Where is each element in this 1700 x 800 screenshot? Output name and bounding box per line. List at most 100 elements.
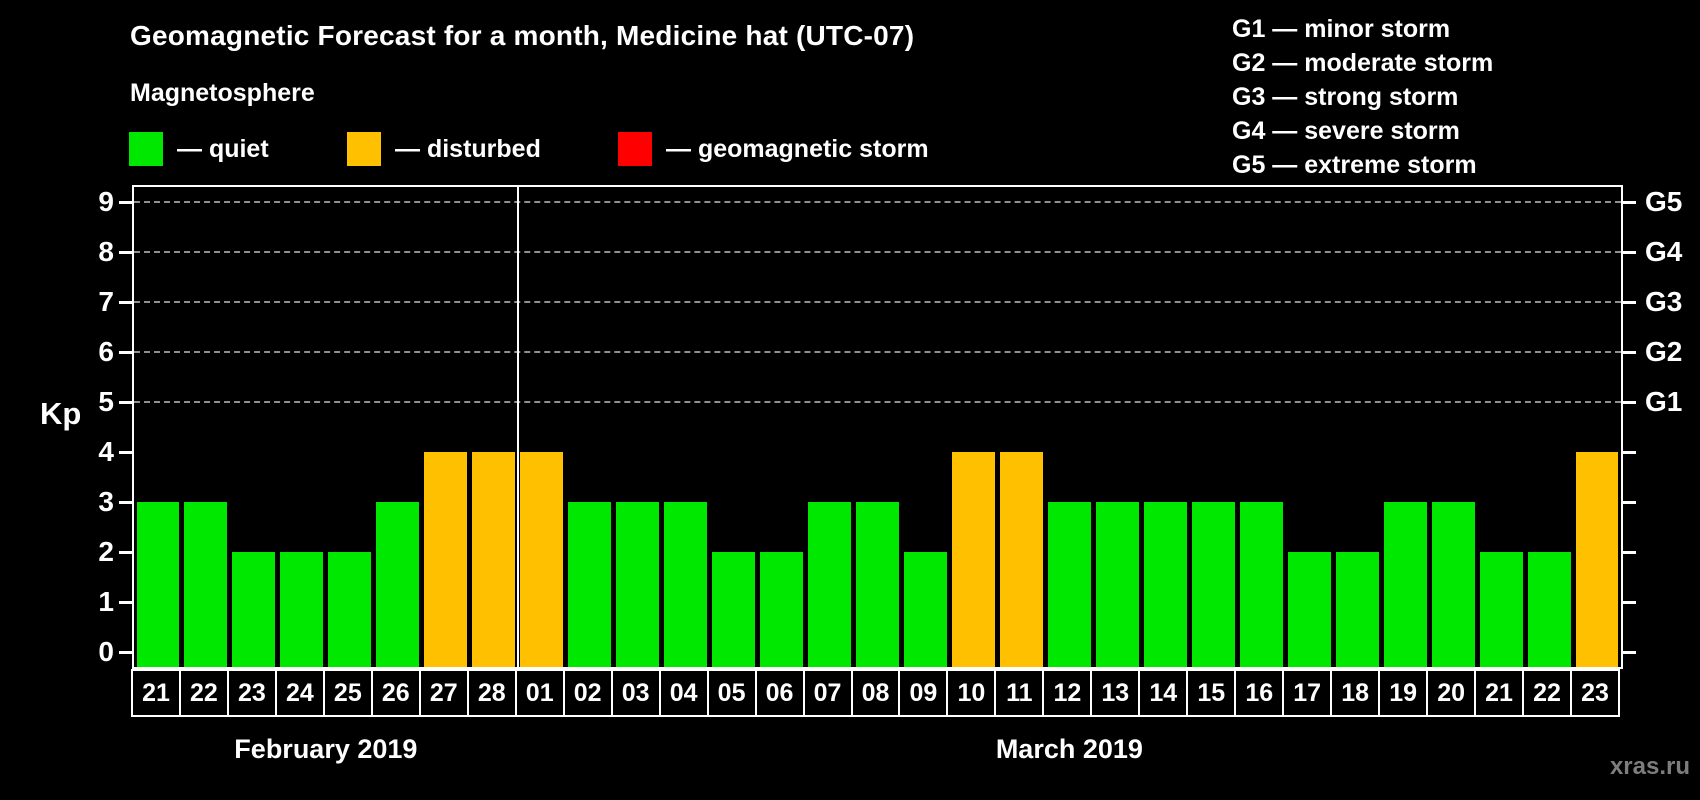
g-level-label: G3 (1645, 286, 1683, 317)
page-title: Geomagnetic Forecast for a month, Medici… (130, 20, 915, 51)
right-tick (1623, 351, 1636, 354)
y-tick-label: 5 (98, 386, 114, 417)
kp-bar (136, 502, 180, 667)
kp-bar (712, 552, 756, 667)
y-tick-label: 3 (98, 486, 114, 517)
g5-legend-line: G5 — extreme storm (1232, 151, 1477, 179)
date-box: 09 (898, 669, 949, 717)
left-tick (119, 451, 132, 454)
g1-legend-line: G1 — minor storm (1232, 15, 1451, 43)
g3-legend-line: G3 — strong storm (1232, 83, 1459, 111)
date-box: 16 (1234, 669, 1285, 717)
watermark: xras.ru (1609, 753, 1690, 780)
y-tick-label: 1 (98, 586, 114, 617)
right-tick (1623, 651, 1636, 654)
left-tick (119, 301, 132, 304)
kp-bar (1191, 502, 1235, 667)
gridline-kp6 (134, 351, 1621, 353)
kp-bar (664, 502, 708, 667)
kp-bar (856, 502, 899, 667)
y-tick-label: 8 (98, 236, 114, 267)
date-box: 01 (514, 669, 565, 717)
right-tick (1623, 501, 1636, 504)
gridline-kp7 (134, 301, 1621, 303)
kp-bar (1047, 502, 1091, 667)
date-box: 14 (1138, 669, 1189, 717)
date-box: 21 (131, 669, 181, 717)
y-tick-label: 0 (98, 636, 114, 667)
quiet-color-swatch (129, 132, 163, 166)
disturbed-color-swatch (347, 132, 381, 166)
date-box: 11 (994, 669, 1045, 717)
date-box: 27 (418, 669, 469, 717)
kp-bar (1335, 552, 1379, 667)
left-tick (119, 501, 132, 504)
date-box: 25 (322, 669, 373, 717)
date-box: 05 (706, 669, 757, 717)
g-level-label: G1 (1645, 386, 1683, 417)
date-box: 23 (1570, 669, 1620, 717)
date-box: 19 (1378, 669, 1429, 717)
kp-bar (616, 502, 660, 667)
legend-item-storm: — geomagnetic storm (618, 131, 929, 167)
date-box: 24 (274, 669, 325, 717)
y-tick-label: 4 (98, 436, 114, 467)
date-box: 10 (946, 669, 997, 717)
kp-bar (760, 552, 804, 667)
y-axis-label: Kp (40, 396, 82, 431)
y-tick-label: 7 (98, 286, 114, 317)
right-tick (1623, 401, 1636, 404)
kp-bar (951, 452, 995, 667)
g-level-label: G5 (1645, 186, 1683, 217)
kp-bar (520, 452, 564, 667)
right-tick (1623, 301, 1636, 304)
g-level-label: G2 (1645, 336, 1683, 367)
legend-item-quiet: — quiet (129, 131, 269, 167)
date-box: 18 (1330, 669, 1381, 717)
date-box: 08 (850, 669, 901, 717)
left-tick (119, 651, 132, 654)
kp-bar (280, 552, 324, 667)
g-scale-legend: G1 — minor storm G2 — moderate storm G3 … (1232, 12, 1493, 182)
date-box: 21 (1474, 669, 1525, 717)
month-label: March 2019 (995, 734, 1143, 764)
date-box: 06 (754, 669, 805, 717)
kp-bar (328, 552, 372, 667)
kp-bar (472, 452, 516, 667)
right-tick (1623, 251, 1636, 254)
date-box: 07 (802, 669, 853, 717)
legend-label-quiet: — quiet (177, 134, 269, 163)
left-tick (119, 351, 132, 354)
y-tick-label: 9 (98, 186, 114, 217)
left-tick (119, 401, 132, 404)
left-tick (119, 201, 132, 204)
kp-bar (1575, 452, 1619, 667)
kp-bar (1143, 502, 1187, 667)
date-box: 23 (226, 669, 277, 717)
date-box: 03 (610, 669, 661, 717)
right-tick (1623, 451, 1636, 454)
kp-bar (903, 552, 947, 667)
legend-label-disturbed: — disturbed (395, 134, 541, 163)
left-tick (119, 601, 132, 604)
date-box: 02 (562, 669, 613, 717)
date-box: 28 (466, 669, 517, 717)
plot-area (132, 185, 1623, 669)
kp-bar (808, 502, 851, 667)
kp-bar (232, 552, 276, 667)
date-box: 04 (658, 669, 709, 717)
kp-bar (376, 502, 420, 667)
right-tick (1623, 201, 1636, 204)
g2-legend-line: G2 — moderate storm (1232, 49, 1494, 77)
date-box: 22 (178, 669, 229, 717)
left-tick (119, 251, 132, 254)
kp-bar (1383, 502, 1427, 667)
storm-color-swatch (618, 132, 652, 166)
g-level-label: G4 (1645, 236, 1683, 267)
gridline-kp9 (134, 201, 1621, 203)
month-label: February 2019 (234, 734, 418, 764)
y-tick-label: 2 (98, 536, 114, 567)
legend-label-storm: — geomagnetic storm (666, 134, 929, 163)
kp-bar (1431, 502, 1475, 667)
